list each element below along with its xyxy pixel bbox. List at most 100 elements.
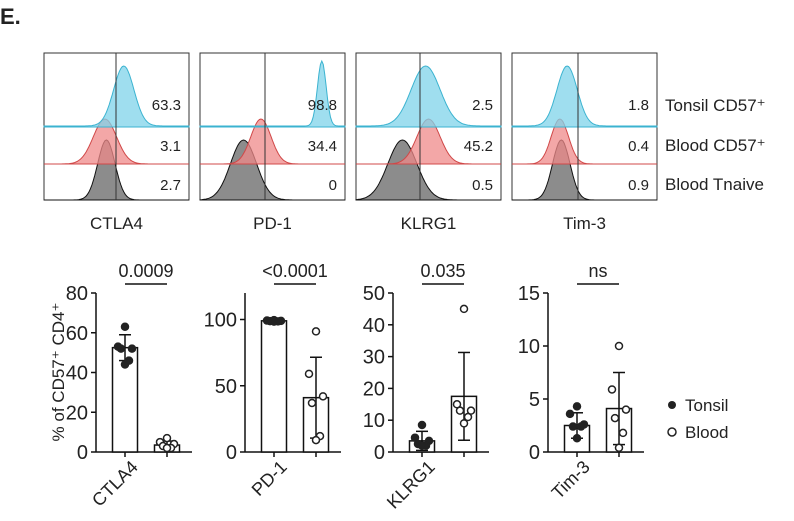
data-point-tonsil (565, 409, 575, 419)
histogram-curve-naive (512, 139, 657, 201)
percent-label: 2.7 (160, 177, 181, 194)
y-tick-label: 50 (363, 283, 385, 305)
legend-label-blood: Blood (685, 423, 728, 442)
percent-label: 98.8 (308, 97, 337, 114)
p-value-label: <0.0001 (262, 261, 328, 281)
percent-label: 45.2 (464, 138, 493, 155)
category-label: PD-1 (248, 457, 291, 500)
data-point-tonsil (127, 344, 137, 353)
data-point-tonsil (572, 402, 582, 411)
legend: Tonsil Blood (667, 396, 728, 442)
data-point-tonsil (417, 441, 427, 450)
percent-label: 0 (329, 177, 337, 194)
y-tick-label: 15 (518, 283, 540, 305)
y-tick-label: 0 (529, 442, 540, 464)
y-tick-label: 20 (363, 378, 385, 400)
y-tick-label: 50 (215, 376, 237, 398)
row-label-tonsil: Tonsil CD57⁺ (665, 96, 766, 115)
data-point-blood (459, 304, 469, 314)
data-point-blood (307, 398, 317, 408)
data-point-blood (614, 341, 624, 351)
data-point-blood (318, 392, 328, 401)
histogram-panels: 63.3 3.1 2.7 CTLA4 98.8 34.4 0 PD-1 2.5 45.2 0.5 KL… (43, 52, 658, 233)
data-point-blood (311, 435, 321, 445)
y-tick-label: 30 (363, 347, 385, 369)
data-point-tonsil (269, 317, 279, 326)
y-tick-label: 10 (518, 336, 540, 358)
category-label: CTLA4 (88, 457, 142, 511)
histogram-curve-naive (355, 139, 501, 201)
data-point-tonsil (568, 422, 578, 431)
percent-label: 2.5 (472, 97, 493, 114)
row-label-blood: Blood CD57⁺ (665, 136, 766, 155)
legend-marker-tonsil (668, 401, 676, 409)
histogram-curve-naive (199, 139, 345, 201)
histogram-tim-3: 1.8 0.4 0.9 Tim-3 (511, 52, 658, 233)
percent-label: 63.3 (152, 97, 181, 114)
data-point-tonsil (120, 360, 130, 369)
data-point-blood (621, 405, 631, 414)
histogram-curve-tonsil (355, 65, 502, 128)
bar-chart-klrg1: 0 10 20 30 40 50 0.035 KLRG1 (363, 261, 489, 513)
data-point-blood (455, 406, 465, 415)
percent-label: 0.5 (472, 177, 493, 194)
marker-label: Tim-3 (563, 214, 606, 233)
data-point-blood (618, 428, 628, 438)
histogram-curve-blood (512, 118, 657, 165)
data-point-blood (459, 419, 469, 428)
data-point-tonsil (572, 433, 582, 443)
histogram-ctla4: 63.3 3.1 2.7 CTLA4 (43, 52, 190, 233)
bar-chart-tim-3: 0 5 10 15 ns Tim-3 (518, 261, 644, 503)
y-tick-label: 60 (66, 323, 88, 345)
category-label: KLRG1 (383, 457, 439, 513)
bar-chart-ctla4: 0 20 40 60 80 0.0009 CTLA4 (66, 261, 192, 510)
bar-tonsil (260, 320, 288, 453)
histogram-curve-tonsil (199, 59, 346, 128)
legend-label-tonsil: Tonsil (685, 396, 728, 415)
y-tick-label: 20 (66, 402, 88, 424)
y-tick-label: 0 (226, 442, 237, 464)
data-point-blood (162, 433, 172, 443)
percent-label: 0.4 (628, 138, 649, 155)
y-tick-label: 40 (66, 363, 88, 385)
category-label: Tim-3 (548, 457, 594, 503)
data-point-blood (607, 385, 617, 394)
data-point-tonsil (120, 322, 130, 332)
y-tick-label: 0 (374, 442, 385, 464)
y-tick-label: 0 (77, 442, 88, 464)
p-value-label: 0.0009 (118, 261, 173, 281)
y-tick-label: 80 (66, 283, 88, 305)
y-tick-label: 100 (204, 310, 237, 332)
data-point-tonsil (576, 422, 586, 431)
marker-label: KLRG1 (401, 214, 457, 233)
p-value-label: ns (588, 261, 607, 281)
p-value-label: 0.035 (420, 261, 465, 281)
histogram-row-labels: Tonsil CD57⁺ Blood CD57⁺ Blood Tnaive (665, 96, 766, 194)
bar-charts: 0204060800.0009CTLA4050100<0.0001PD-1010… (66, 261, 644, 513)
percent-label: 1.8 (628, 97, 649, 114)
data-point-blood (614, 443, 624, 453)
data-point-tonsil (417, 420, 427, 430)
panel-label: E. (0, 4, 21, 29)
data-point-blood (463, 412, 473, 422)
percent-label: 3.1 (160, 138, 181, 155)
data-point-blood (610, 413, 620, 423)
y-tick-label: 40 (363, 315, 385, 337)
histogram-curve-tonsil (511, 65, 658, 128)
histogram-klrg1: 2.5 45.2 0.5 KLRG1 (355, 52, 502, 233)
y-tick-label: 5 (529, 389, 540, 411)
data-point-blood (162, 443, 172, 453)
percent-label: 34.4 (308, 138, 337, 155)
y-axis-label: % of CD57⁺ CD4⁺ (49, 303, 68, 442)
row-label-naive: Blood Tnaive (665, 175, 764, 194)
data-point-tonsil (116, 344, 126, 353)
data-point-blood (304, 369, 314, 379)
histogram-curve-blood (200, 118, 345, 165)
histogram-pd-1: 98.8 34.4 0 PD-1 (199, 52, 346, 233)
data-point-blood (311, 327, 321, 336)
bar-chart-pd-1: 0 50 100 <0.0001 PD-1 (204, 261, 341, 500)
y-tick-label: 10 (363, 410, 385, 432)
legend-marker-blood (667, 427, 677, 437)
marker-label: CTLA4 (90, 214, 143, 233)
